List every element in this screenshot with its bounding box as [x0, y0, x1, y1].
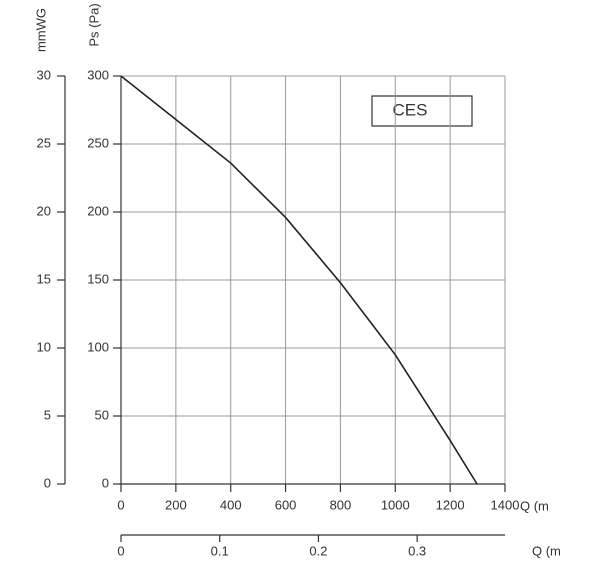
y-tick-label: 200 — [87, 203, 109, 218]
y-tick-label: 0 — [102, 475, 109, 490]
y2-tick-label: 25 — [37, 135, 51, 150]
x-tick-label: 1400 — [491, 497, 520, 512]
x-tick-label: 400 — [220, 497, 242, 512]
y-tick-label: 250 — [87, 135, 109, 150]
y-title: Ps (Pa) — [86, 3, 101, 46]
y2-tick-label: 10 — [37, 339, 51, 354]
y-tick-label: 50 — [95, 407, 109, 422]
y2-tick-label: 0 — [44, 475, 51, 490]
y2-tick-label: 15 — [37, 271, 51, 286]
x-title: Q (m — [520, 498, 549, 513]
curve — [120, 75, 478, 485]
y-tick-label: 150 — [87, 271, 109, 286]
x2-tick-label: 0.2 — [309, 543, 327, 558]
y2-tick-label: 5 — [44, 407, 51, 422]
y2-tick-label: 20 — [37, 203, 51, 218]
y-tick-label: 100 — [87, 339, 109, 354]
x2-tick-label: 0.1 — [211, 543, 229, 558]
x-tick-label: 0 — [117, 497, 124, 512]
y2-title: mmWG — [33, 8, 48, 52]
y-tick-label: 300 — [87, 67, 109, 82]
x-tick-label: 600 — [275, 497, 297, 512]
x2-tick-label: 0.3 — [408, 543, 426, 558]
x-tick-label: 200 — [165, 497, 187, 512]
x2-tick-label: 0 — [117, 543, 124, 558]
y2-tick-label: 30 — [37, 67, 51, 82]
x2-title: Q (m — [532, 543, 561, 558]
x-tick-label: 1000 — [381, 497, 410, 512]
x-tick-label: 1200 — [436, 497, 465, 512]
legend-label: CES — [393, 100, 428, 119]
x-tick-label: 800 — [330, 497, 352, 512]
legend-box — [371, 95, 473, 127]
